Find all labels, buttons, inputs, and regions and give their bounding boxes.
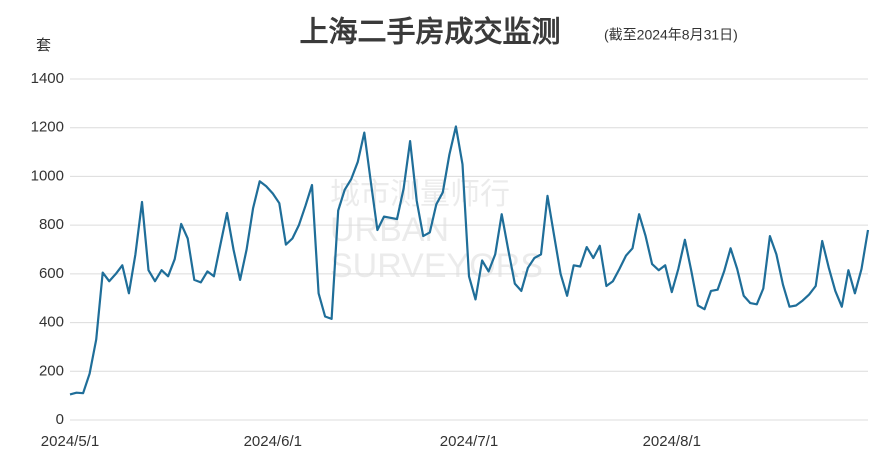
y-tick-label: 1000 (31, 167, 64, 184)
y-tick-label: 400 (39, 314, 64, 331)
x-tick-label: 2024/5/1 (41, 433, 99, 450)
y-tick-label: 800 (39, 216, 64, 233)
x-tick-label: 2024/6/1 (244, 433, 302, 450)
line (69, 125, 870, 396)
x-tick-label: 2024/8/1 (643, 433, 701, 450)
y-tick-label: 0 (56, 411, 64, 428)
y-tick-label: 1400 (31, 70, 64, 87)
y-axis-label: 套 (36, 37, 51, 54)
y-tick-label: 1200 (31, 119, 64, 136)
chart-title: 上海二手房成交监测 (299, 15, 560, 49)
y-tick-label: 600 (39, 265, 64, 282)
watermark: 城市测量师行 URBAN SURVEYORS (330, 178, 543, 285)
watermark-text: SURVEYORS (330, 247, 543, 285)
watermark-text: 城市测量师行 (330, 178, 510, 211)
chart-subtitle: (截至2024年8月31日) (604, 27, 738, 43)
y-tick-label: 200 (39, 362, 64, 379)
x-tick-label: 2024/7/1 (440, 433, 498, 450)
